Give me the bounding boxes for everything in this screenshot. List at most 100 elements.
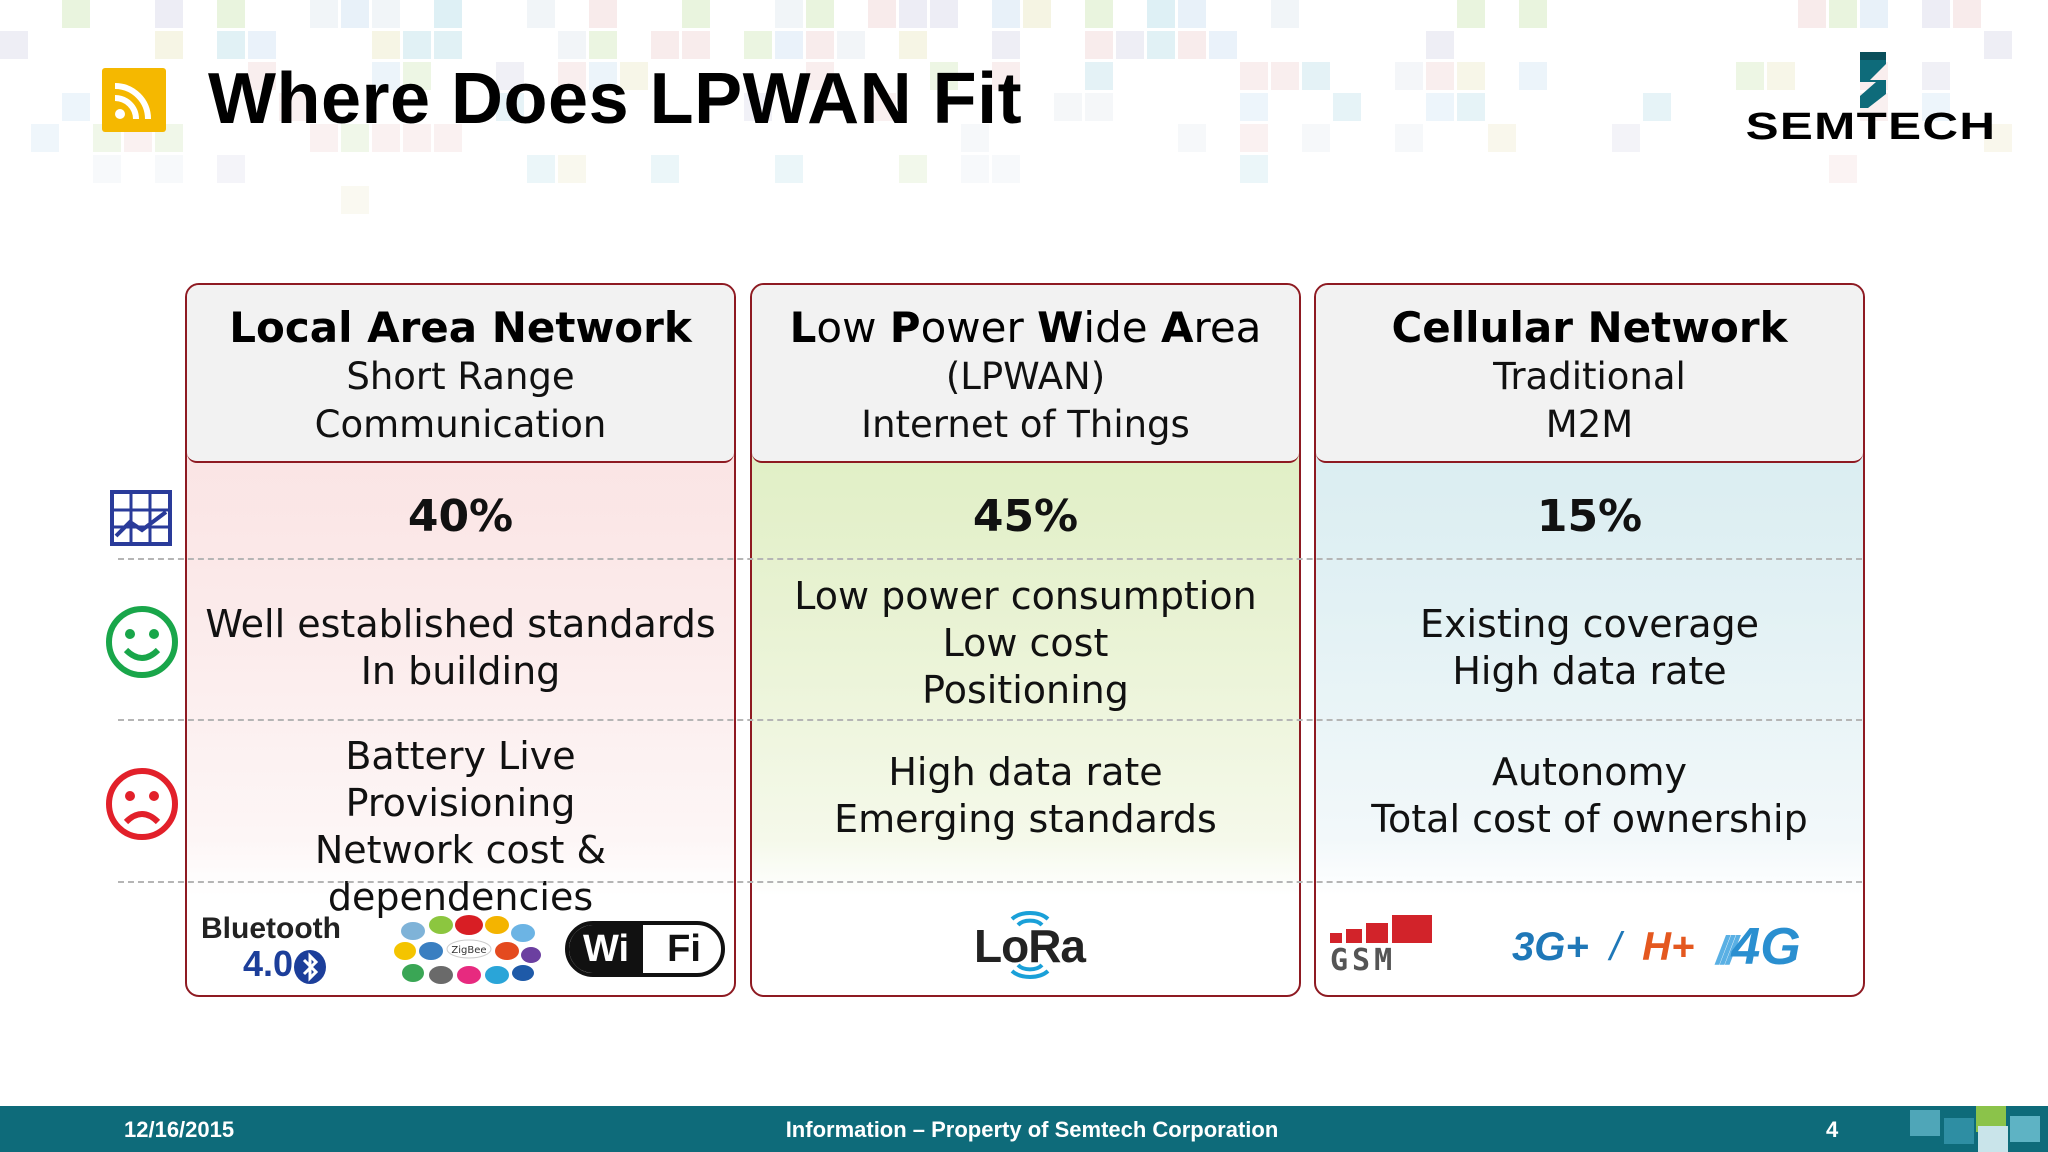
semtech-logo-mark-icon <box>1860 52 1886 108</box>
market-share-value: 15% <box>1536 491 1643 542</box>
mosaic-tile <box>403 124 431 152</box>
heading-part: P <box>889 303 921 352</box>
mosaic-tile <box>496 93 524 121</box>
column-heading: Low Power Wide Area <box>752 303 1299 353</box>
mosaic-tile <box>1240 62 1268 90</box>
mosaic-tile <box>1085 31 1113 59</box>
mosaic-tile <box>1395 62 1423 90</box>
mosaic-tile <box>868 93 896 121</box>
footer-date: 12/16/2015 <box>124 1117 235 1142</box>
mosaic-tile <box>1023 0 1051 28</box>
mosaic-tile <box>248 31 276 59</box>
pro-line: In building <box>360 649 561 693</box>
pro-line: Existing coverage <box>1419 602 1759 646</box>
mosaic-tile <box>775 155 803 183</box>
lora-logo: LoRa <box>970 905 1100 985</box>
column-subheading-line: (LPWAN) <box>945 355 1106 398</box>
column-subheading-line: M2M <box>1545 403 1634 446</box>
column-local-area-network: Local Area Network Short Range Communica… <box>185 283 736 997</box>
mosaic-tile <box>558 155 586 183</box>
con-line: Battery Live <box>345 734 576 778</box>
footer-tile <box>1910 1110 1940 1136</box>
con-line: Emerging standards <box>834 797 1217 841</box>
mosaic-tile <box>899 0 927 28</box>
heading-part: W <box>1037 303 1084 352</box>
mosaic-tile <box>372 31 400 59</box>
mosaic-tile <box>558 31 586 59</box>
column-subheading-line: Internet of Things <box>861 403 1190 446</box>
mosaic-tile <box>1116 31 1144 59</box>
rss-icon <box>102 68 166 132</box>
mosaic-tile <box>310 0 338 28</box>
mosaic-tile <box>1333 93 1361 121</box>
mosaic-tile <box>1922 62 1950 90</box>
lora-signal-icon <box>1010 911 1050 979</box>
column-header: Local Area Network Short Range Communica… <box>187 285 734 463</box>
mosaic-tile <box>1178 31 1206 59</box>
mosaic-tile <box>930 62 958 90</box>
3g-plus-text: 3G+ <box>1512 925 1589 969</box>
mosaic-tile <box>1085 62 1113 90</box>
mosaic-tile <box>1240 155 1268 183</box>
lora-logo-text: LoRa <box>974 920 1086 972</box>
market-share-chart-icon <box>110 490 172 546</box>
wifi-logo: Wi Fi <box>565 921 725 977</box>
3g-hplus-logo: 3G+ / H+ <box>1512 925 1712 981</box>
bluetooth-version-text: 4.0 <box>243 943 294 984</box>
mosaic-tile <box>341 124 369 152</box>
row-separator <box>118 719 1862 721</box>
gsm-blocks-icon <box>1330 915 1432 943</box>
footer-tile <box>2010 1116 2040 1142</box>
heading-part: rea <box>1193 303 1262 352</box>
mosaic-tile <box>155 31 183 59</box>
pro-line: Low cost <box>942 621 1109 665</box>
mosaic-tile <box>310 124 338 152</box>
mosaic-tile <box>806 0 834 28</box>
mosaic-tile <box>589 62 617 90</box>
mosaic-tile <box>1209 31 1237 59</box>
zigbee-cluster-icon: ZigBee <box>394 915 541 984</box>
mosaic-tile <box>1271 62 1299 90</box>
bluetooth-logo: Bluetooth 4.0 <box>201 913 351 987</box>
zigbee-logo: ZigBee <box>393 915 543 985</box>
smiley-face-icon <box>106 606 178 678</box>
mosaic-tile <box>775 31 803 59</box>
mosaic-tile <box>620 62 648 90</box>
gsm-logo-text: GSM <box>1330 943 1397 978</box>
mosaic-tile <box>744 93 772 121</box>
mosaic-tile <box>1085 0 1113 28</box>
mosaic-tile <box>372 124 400 152</box>
mosaic-tile <box>1457 93 1485 121</box>
mosaic-tile <box>1178 124 1206 152</box>
row-separator <box>118 558 1862 560</box>
mosaic-tile <box>1488 124 1516 152</box>
column-heading: Cellular Network <box>1391 303 1788 352</box>
mosaic-tile <box>930 0 958 28</box>
footer-info: Information – Property of Semtech Corpor… <box>785 1117 1279 1142</box>
mosaic-tile <box>1953 0 1981 28</box>
market-share-value: 45% <box>972 491 1079 542</box>
mosaic-tile <box>1302 62 1330 90</box>
column-subheading-line: Traditional <box>1493 355 1686 398</box>
mosaic-tile <box>1054 93 1082 121</box>
4g-text: 4G <box>1731 918 1801 976</box>
column-heading: Local Area Network <box>229 303 692 352</box>
h-plus-text: H+ <box>1642 925 1695 969</box>
mosaic-tile <box>837 31 865 59</box>
mosaic-tile <box>682 31 710 59</box>
mosaic-tile <box>434 0 462 28</box>
mosaic-tile <box>248 62 276 90</box>
mosaic-tile <box>1271 0 1299 28</box>
mosaic-tile <box>93 155 121 183</box>
semtech-logo: SEMTECH <box>1726 50 2016 148</box>
heading-part: ide <box>1083 303 1161 352</box>
mosaic-tile <box>1829 0 1857 28</box>
mosaic-tile <box>961 124 989 152</box>
zigbee-label: ZigBee <box>451 945 486 956</box>
mosaic-tile <box>992 31 1020 59</box>
mosaic-tile <box>279 93 307 121</box>
mosaic-tile <box>868 0 896 28</box>
bluetooth-rune-icon <box>294 950 326 984</box>
column-subheading-line: Communication <box>314 403 607 446</box>
mosaic-tile <box>992 0 1020 28</box>
